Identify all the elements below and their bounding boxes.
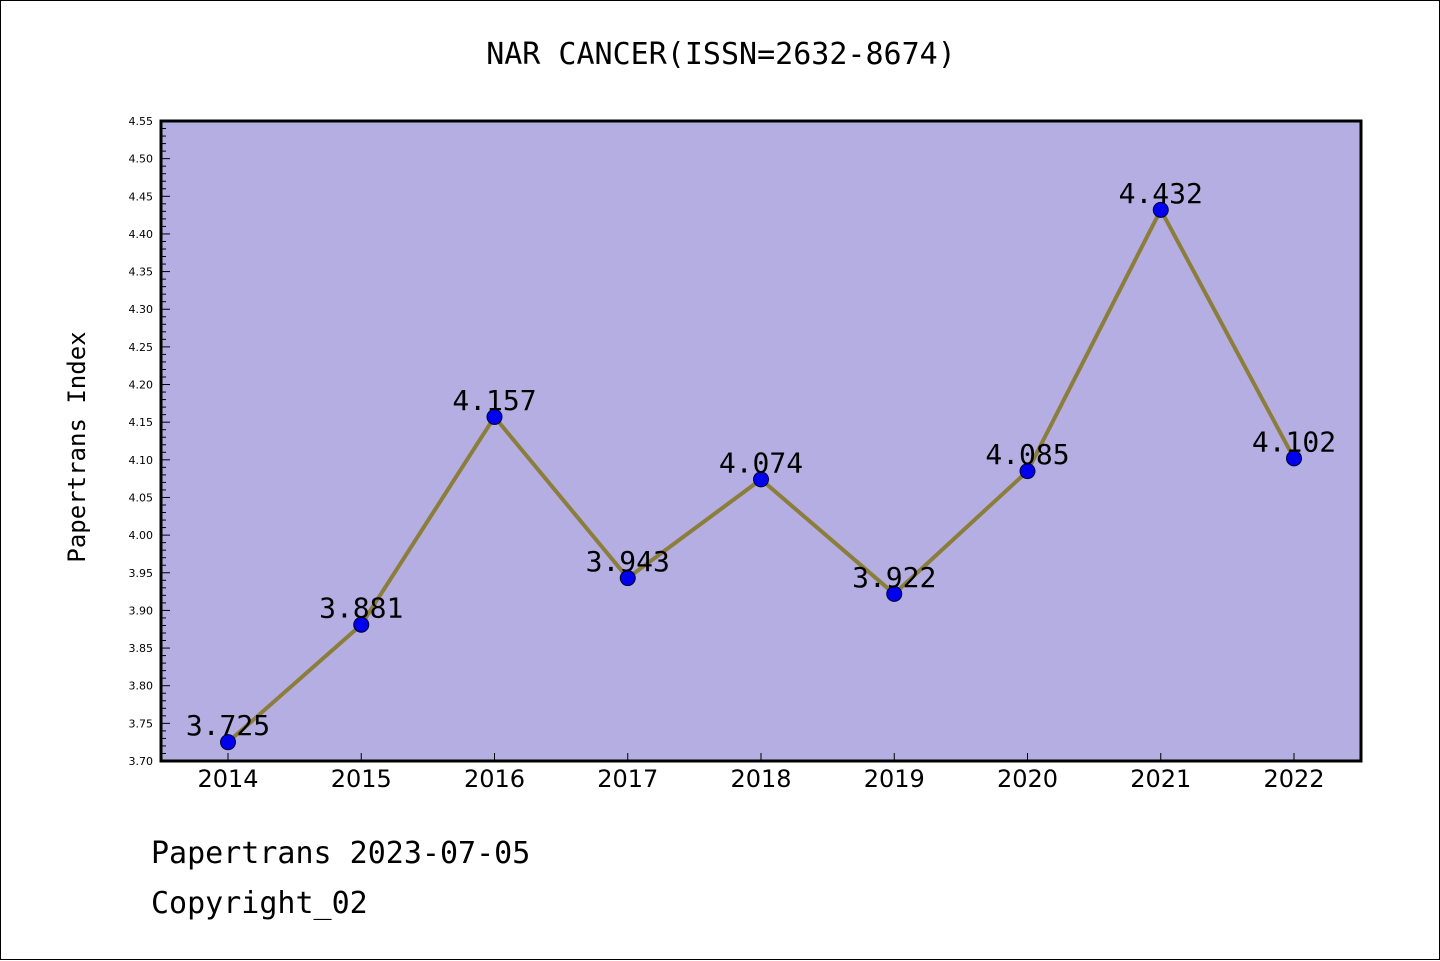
data-label: 4.157 (452, 384, 536, 417)
y-tick-label: 4.35 (129, 266, 154, 279)
footer-copyright: Copyright_02 (151, 886, 368, 921)
data-point (220, 734, 236, 751)
y-tick-label: 3.85 (129, 642, 154, 655)
y-tick-label: 4.05 (129, 491, 154, 504)
x-axis: 2014 2015 2016 2017 2018 2019 2020 2021 2022 (197, 753, 1325, 793)
y-tick-label: 4.20 (129, 379, 154, 392)
y-tick-label: 3.90 (129, 604, 154, 617)
y-tick-label: 3.95 (129, 567, 154, 580)
data-points (220, 201, 1302, 751)
footer-date: Papertrans 2023-07-05 (151, 836, 531, 871)
x-tick-label: 2017 (597, 765, 658, 793)
y-tick-label: 3.80 (129, 680, 154, 693)
data-label: 3.881 (319, 592, 403, 625)
y-tick-label: 4.40 (129, 228, 154, 241)
x-tick-label: 2019 (864, 765, 925, 793)
data-label: 4.102 (1252, 425, 1336, 458)
data-label: 3.943 (586, 545, 670, 578)
y-tick-label: 4.10 (129, 454, 154, 467)
x-tick-label: 2015 (331, 765, 392, 793)
x-tick-label: 2022 (1263, 765, 1324, 793)
y-tick-label: 4.30 (129, 303, 154, 316)
x-tick-label: 2014 (197, 765, 258, 793)
data-point (1152, 201, 1169, 218)
y-tick-label: 3.75 (129, 717, 154, 730)
data-labels: 3.725 3.881 4.157 3.943 4.074 3.922 4.085 4.432… (186, 177, 1336, 742)
data-point (353, 616, 370, 633)
y-tick-label: 4.45 (129, 190, 154, 203)
x-tick-label: 2021 (1130, 765, 1191, 793)
y-tick-label: 4.25 (129, 341, 154, 354)
y-tick-label: 4.15 (129, 416, 154, 429)
y-axis: 3.70 3.75 3.80 3.85 3.90 3.95 4.00 4.05 4.10 4.15… (129, 115, 170, 768)
data-label: 4.074 (719, 446, 803, 479)
y-tick-label: 3.70 (129, 755, 154, 768)
y-tick-label: 4.55 (129, 115, 154, 128)
plot-area (161, 121, 1361, 761)
data-point (886, 585, 903, 602)
x-tick-label: 2020 (997, 765, 1058, 793)
y-tick-label: 4.50 (129, 153, 154, 166)
x-tick-label: 2016 (464, 765, 525, 793)
y-tick-label: 4.00 (129, 529, 154, 542)
data-point (753, 471, 769, 488)
data-label: 4.432 (1119, 177, 1203, 210)
data-label: 3.922 (852, 561, 936, 594)
chart-title: NAR CANCER(ISSN=2632-8674) (486, 37, 956, 72)
data-point (1286, 450, 1302, 467)
data-point (619, 570, 636, 587)
x-tick-label: 2018 (730, 765, 791, 793)
data-point (486, 408, 503, 425)
data-point (1019, 463, 1036, 480)
data-label: 4.085 (985, 438, 1069, 471)
plot-border (159, 119, 1363, 763)
data-label: 3.725 (186, 709, 270, 742)
